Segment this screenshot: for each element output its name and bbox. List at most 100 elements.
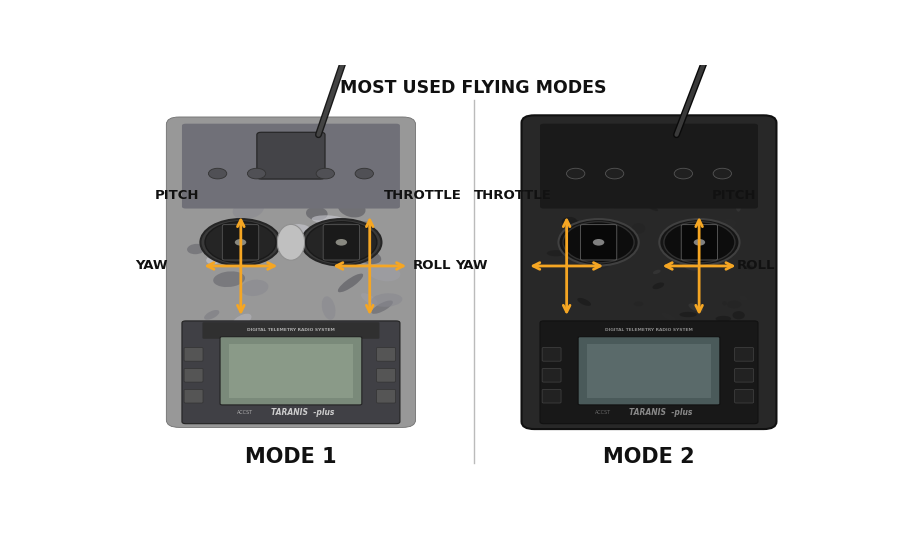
FancyBboxPatch shape — [184, 348, 203, 361]
Ellipse shape — [683, 260, 699, 271]
Ellipse shape — [621, 156, 633, 163]
Ellipse shape — [568, 381, 578, 388]
Circle shape — [660, 219, 739, 266]
Ellipse shape — [725, 143, 738, 147]
Ellipse shape — [311, 189, 337, 204]
Ellipse shape — [634, 301, 643, 306]
Ellipse shape — [603, 328, 618, 336]
Text: TARANIS  -plus: TARANIS -plus — [271, 408, 334, 417]
Circle shape — [335, 239, 347, 246]
Ellipse shape — [590, 174, 608, 178]
Ellipse shape — [361, 293, 378, 305]
Text: MOST USED FLYING MODES: MOST USED FLYING MODES — [340, 79, 607, 96]
Ellipse shape — [672, 264, 680, 268]
Ellipse shape — [553, 149, 562, 158]
Text: THROTTLE: THROTTLE — [384, 189, 462, 202]
Text: PITCH: PITCH — [712, 189, 757, 202]
Ellipse shape — [723, 230, 731, 235]
Ellipse shape — [298, 341, 320, 351]
Ellipse shape — [367, 323, 383, 331]
FancyBboxPatch shape — [220, 337, 362, 405]
FancyBboxPatch shape — [323, 225, 359, 260]
Ellipse shape — [204, 310, 219, 320]
Text: MODE 1: MODE 1 — [245, 447, 336, 467]
Ellipse shape — [233, 199, 264, 219]
Text: YAW: YAW — [136, 259, 168, 273]
Circle shape — [235, 239, 247, 246]
Ellipse shape — [371, 293, 402, 307]
Text: YAW: YAW — [456, 259, 488, 273]
Circle shape — [316, 168, 334, 179]
Ellipse shape — [357, 222, 372, 229]
Circle shape — [593, 239, 604, 246]
Circle shape — [563, 222, 634, 263]
Circle shape — [675, 168, 692, 179]
Ellipse shape — [353, 248, 382, 264]
Ellipse shape — [653, 270, 661, 274]
Ellipse shape — [221, 193, 239, 203]
Text: THROTTLE: THROTTLE — [474, 189, 552, 202]
Circle shape — [355, 168, 373, 179]
Ellipse shape — [608, 325, 619, 329]
Ellipse shape — [213, 271, 245, 287]
Ellipse shape — [738, 358, 745, 362]
Ellipse shape — [699, 187, 711, 194]
Ellipse shape — [558, 190, 569, 200]
Ellipse shape — [578, 190, 585, 202]
Ellipse shape — [679, 312, 697, 317]
Ellipse shape — [256, 150, 277, 168]
Ellipse shape — [717, 329, 732, 338]
Ellipse shape — [722, 350, 734, 357]
FancyBboxPatch shape — [540, 123, 758, 209]
FancyBboxPatch shape — [542, 348, 561, 361]
Ellipse shape — [217, 160, 244, 178]
FancyBboxPatch shape — [182, 123, 400, 209]
Ellipse shape — [643, 342, 660, 344]
Ellipse shape — [232, 314, 251, 328]
Ellipse shape — [647, 179, 663, 189]
Ellipse shape — [725, 356, 736, 364]
Ellipse shape — [368, 264, 400, 281]
FancyBboxPatch shape — [166, 117, 416, 427]
Circle shape — [566, 168, 585, 179]
Ellipse shape — [322, 296, 335, 320]
Ellipse shape — [371, 233, 382, 243]
Ellipse shape — [371, 301, 393, 314]
Ellipse shape — [615, 348, 634, 358]
Ellipse shape — [270, 326, 288, 335]
Circle shape — [605, 168, 624, 179]
Ellipse shape — [595, 328, 611, 340]
FancyBboxPatch shape — [223, 225, 259, 260]
Text: ACCST: ACCST — [595, 410, 612, 415]
Ellipse shape — [569, 219, 579, 226]
Ellipse shape — [338, 274, 363, 292]
Ellipse shape — [581, 385, 594, 397]
Ellipse shape — [240, 280, 268, 296]
Circle shape — [713, 168, 732, 179]
FancyBboxPatch shape — [540, 321, 758, 424]
Ellipse shape — [733, 311, 745, 320]
Ellipse shape — [365, 183, 398, 204]
Ellipse shape — [267, 194, 280, 202]
Ellipse shape — [282, 242, 298, 251]
Ellipse shape — [610, 353, 627, 363]
Text: MODE 2: MODE 2 — [603, 447, 695, 467]
FancyBboxPatch shape — [735, 348, 754, 361]
Ellipse shape — [588, 405, 596, 408]
FancyBboxPatch shape — [578, 337, 720, 405]
FancyBboxPatch shape — [377, 348, 395, 361]
Text: ROLL: ROLL — [737, 259, 775, 273]
Text: TARANIS  -plus: TARANIS -plus — [628, 408, 692, 417]
Ellipse shape — [224, 327, 259, 346]
Text: PITCH: PITCH — [155, 189, 200, 202]
Ellipse shape — [700, 230, 712, 237]
FancyBboxPatch shape — [735, 389, 754, 403]
Ellipse shape — [373, 177, 389, 186]
Ellipse shape — [662, 313, 675, 321]
Ellipse shape — [690, 331, 698, 341]
Circle shape — [205, 222, 276, 263]
Ellipse shape — [637, 203, 646, 209]
Ellipse shape — [652, 282, 664, 289]
Ellipse shape — [304, 348, 322, 361]
FancyBboxPatch shape — [182, 321, 400, 424]
